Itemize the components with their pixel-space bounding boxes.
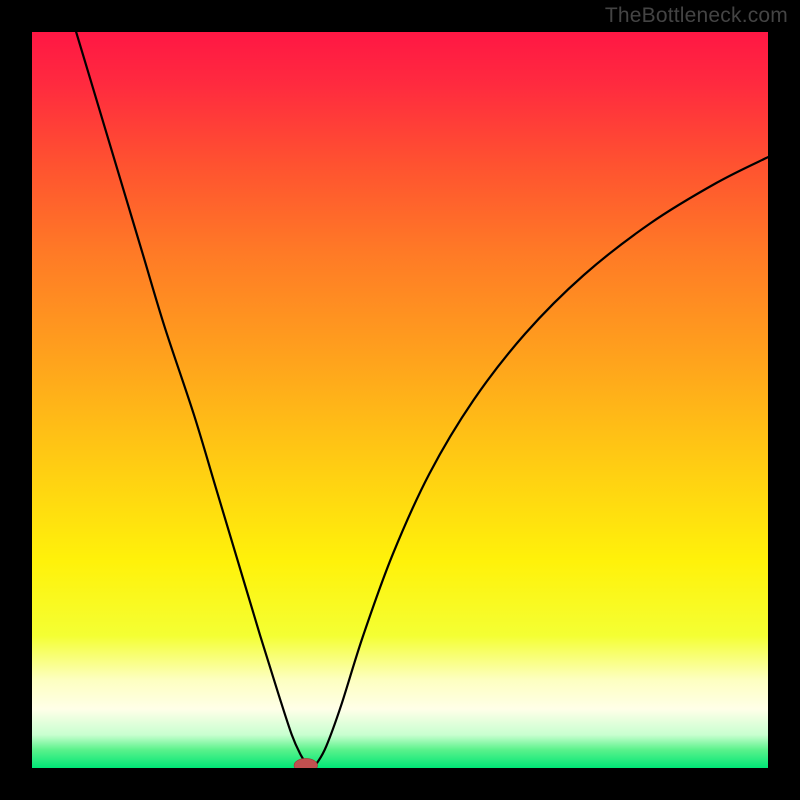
plot-svg [32,32,768,768]
watermark-text: TheBottleneck.com [605,4,788,28]
chart-frame: TheBottleneck.com [0,0,800,800]
gradient-background [32,32,768,768]
plot-area [32,32,768,768]
